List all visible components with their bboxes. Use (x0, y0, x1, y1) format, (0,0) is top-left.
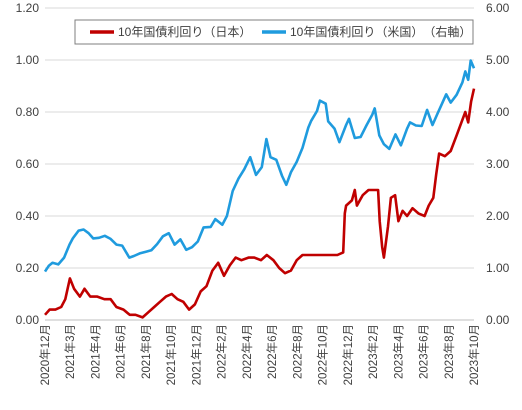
y-right-tick-label: 1.00 (486, 261, 510, 275)
x-tick-label: 2022年10月 (316, 324, 330, 385)
y-right-tick-label: 2.00 (486, 209, 510, 223)
x-tick-label: 2023年2月 (366, 324, 380, 379)
x-tick-label: 2023年10月 (467, 324, 481, 385)
y-left-tick-label: 0.40 (16, 209, 40, 223)
x-tick-label: 2023年6月 (417, 324, 431, 379)
y-left-tick-label: 0.60 (16, 157, 40, 171)
x-tick-label: 2022年8月 (290, 324, 304, 379)
legend-label-japan: 10年国債利回り（日本） (118, 24, 251, 39)
y-left-tick-label: 1.20 (16, 1, 40, 15)
x-tick-label: 2022年2月 (215, 324, 229, 379)
y-left-tick-label: 0.20 (16, 261, 40, 275)
x-tick-label: 2021年4月 (88, 324, 102, 379)
y-right-tick-label: 3.00 (486, 157, 510, 171)
axes: 0.00 0.20 0.40 0.60 0.80 1.00 1.20 0.00 1.00 2.00… (16, 1, 510, 385)
y-left-tick-label: 0.00 (16, 313, 40, 327)
y-left-tick-label: 0.80 (16, 105, 40, 119)
x-tick-label: 2021年8月 (139, 324, 153, 379)
x-tick-label: 2022年4月 (240, 324, 254, 379)
series-lines (43, 59, 476, 319)
x-tick-label: 2021年12月 (189, 324, 203, 385)
y-right-tick-label: 4.00 (486, 105, 510, 119)
x-tick-label: 2021年3月 (63, 324, 77, 379)
x-tick-label: 2020年12月 (38, 324, 52, 385)
legend: 10年国債利回り（日本） 10年国債利回り（米国） （右軸） (74, 19, 474, 45)
y-right-tick-label: 0.00 (486, 313, 510, 327)
y-right-tick-label: 5.00 (486, 53, 510, 67)
x-tick-label: 2022年12月 (341, 324, 355, 385)
x-tick-label: 2022年6月 (265, 324, 279, 379)
gridlines (45, 7, 474, 321)
x-tick-label: 2023年4月 (391, 324, 405, 379)
series-line-us (43, 59, 476, 273)
series-line-japan (44, 88, 476, 319)
y-left-tick-label: 1.00 (16, 53, 40, 67)
x-tick-label: 2021年10月 (164, 324, 178, 385)
legend-label-us: 10年国債利回り（米国） （右軸） (290, 24, 471, 39)
x-tick-label: 2023年8月 (442, 324, 456, 379)
x-tick-label: 2021年6月 (114, 324, 128, 379)
y-right-tick-label: 6.00 (486, 1, 510, 15)
